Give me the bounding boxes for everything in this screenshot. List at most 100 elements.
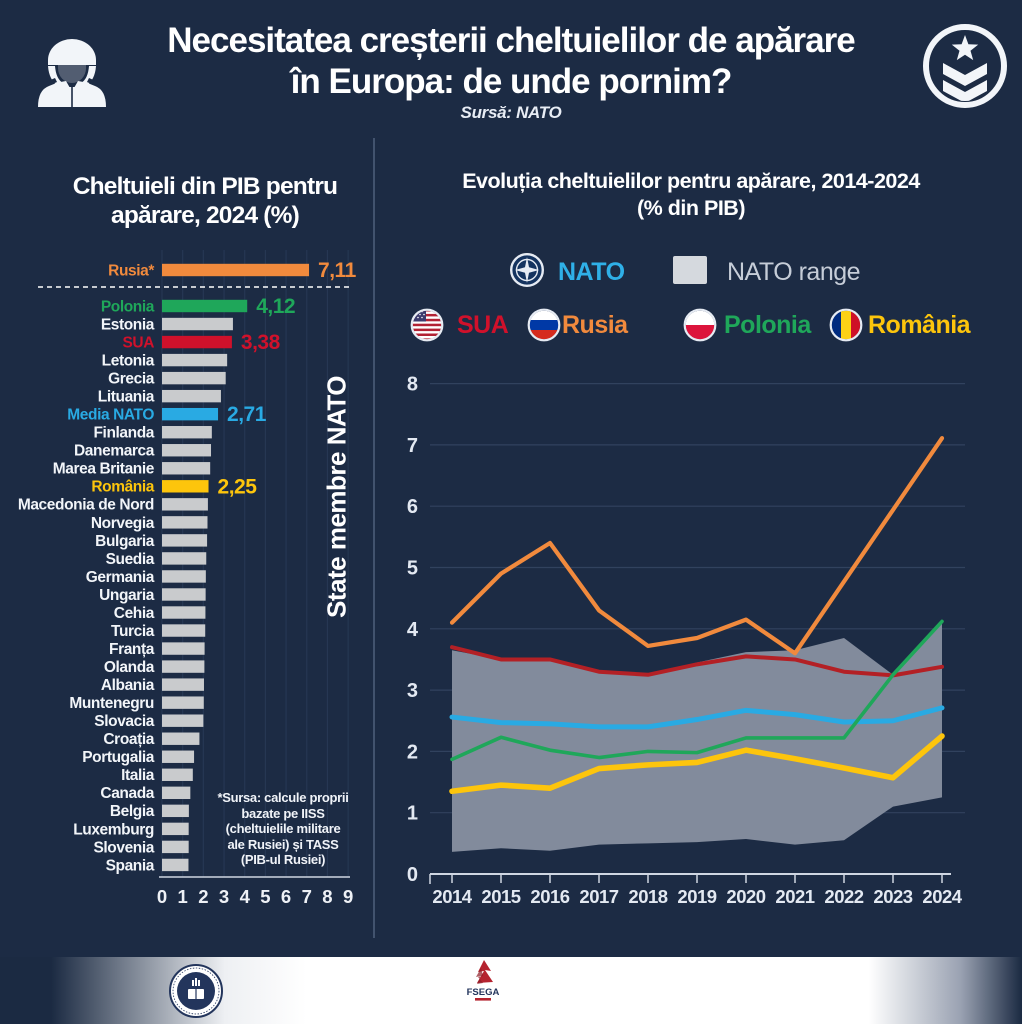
bar-value-label: 2,25 bbox=[218, 475, 258, 498]
line-x-tick-label: 2023 bbox=[873, 886, 912, 907]
bar-label: Italia bbox=[121, 767, 155, 784]
line-x-tick-label: 2024 bbox=[922, 886, 962, 907]
bar-label: Ungaria bbox=[99, 587, 155, 604]
line-y-tick-label: 6 bbox=[407, 496, 418, 518]
bar-label: Muntenegru bbox=[69, 695, 154, 712]
legend-nato-range-label: NATO range bbox=[727, 258, 861, 286]
bar-Franța bbox=[162, 642, 205, 655]
bar-Portugalia bbox=[162, 750, 195, 763]
bar-Marea Britanie bbox=[162, 462, 211, 475]
bar-Macedonia de Nord bbox=[162, 498, 208, 511]
bar-label: Portugalia bbox=[82, 749, 155, 766]
footnote-line: *Sursa: calcule proprii bbox=[217, 790, 349, 805]
bar-label: Rusia* bbox=[108, 262, 155, 279]
line-x-tick-label: 2018 bbox=[628, 886, 667, 907]
series-line-România bbox=[449, 733, 945, 795]
bar-label: Canada bbox=[100, 785, 154, 802]
legend-rusia-label: Rusia bbox=[562, 311, 628, 339]
bar-label: Olanda bbox=[104, 659, 155, 676]
bar-label: Finlanda bbox=[93, 425, 154, 442]
bar-chart-axis-label: State membre NATO bbox=[321, 376, 352, 618]
page-title-line1: Necesitatea creșterii cheltuielilor de a… bbox=[167, 21, 855, 60]
bar-Slovenia bbox=[162, 840, 189, 854]
bar-Norvegia bbox=[162, 516, 208, 529]
legend-polonia-label: Polonia bbox=[724, 311, 811, 339]
bar-label: Norvegia bbox=[91, 515, 155, 532]
line-x-tick-label: 2016 bbox=[530, 886, 569, 907]
nato-compass-icon bbox=[509, 252, 545, 288]
bar-chart-footnote: *Sursa: calcule proprii bazate pe IISS (… bbox=[210, 790, 356, 868]
university-seal-icon bbox=[169, 964, 223, 1018]
svg-text:FSEGA: FSEGA bbox=[467, 987, 500, 998]
soldier-icon bbox=[38, 39, 106, 107]
bar-label: Slovacia bbox=[94, 713, 154, 730]
bar-label: Croația bbox=[103, 731, 154, 748]
footnote-line: (PIB-ul Rusiei) bbox=[240, 852, 326, 867]
line-y-tick-label: 4 bbox=[407, 619, 419, 641]
bar-x-tick-label: 6 bbox=[281, 886, 291, 907]
series-line-SUA bbox=[450, 645, 944, 678]
bar-label: România bbox=[91, 479, 154, 496]
bar-label: Slovenia bbox=[93, 839, 154, 856]
line-chart-title-line2: (% din PIB) bbox=[637, 196, 745, 220]
line-x-tick-label: 2017 bbox=[579, 886, 618, 907]
flag-romania-icon bbox=[829, 308, 863, 342]
line-y-tick-label: 3 bbox=[407, 680, 418, 702]
bar-x-tick-label: 2 bbox=[198, 886, 208, 907]
line-x-tick-label: 2015 bbox=[481, 886, 520, 907]
line-x-tick-label: 2020 bbox=[726, 886, 765, 907]
bar-label: Marea Britanie bbox=[53, 461, 155, 478]
bar-Ungaria bbox=[162, 588, 206, 601]
bar-x-tick-label: 5 bbox=[260, 886, 270, 907]
flag-poland-icon bbox=[683, 308, 717, 342]
bar-Finlanda bbox=[162, 426, 212, 439]
bar-Polonia bbox=[162, 299, 248, 313]
bar-Grecia bbox=[162, 371, 226, 385]
fsega-emblem-icon: FSEGA bbox=[467, 960, 500, 1001]
bar-Italia bbox=[162, 768, 193, 781]
line-x-tick-label: 2014 bbox=[432, 886, 472, 907]
page-title: Necesitatea creșterii cheltuielilor de a… bbox=[120, 20, 902, 102]
line-x-tick-label: 2019 bbox=[677, 886, 716, 907]
bar-label: Albania bbox=[101, 677, 155, 694]
line-x-tick-label: 2021 bbox=[775, 886, 814, 907]
line-chart-title-line1: Evoluția cheltuielilor pentru apărare, 2… bbox=[462, 169, 920, 193]
bar-Germania bbox=[162, 570, 206, 583]
line-y-tick-label: 2 bbox=[407, 741, 418, 763]
bar-x-tick-label: 3 bbox=[219, 886, 229, 907]
footnote-line: bazate pe IISS bbox=[241, 805, 325, 821]
bar-x-tick-label: 8 bbox=[322, 886, 332, 907]
bar-Spania bbox=[162, 858, 189, 872]
bar-label: Danemarca bbox=[74, 443, 155, 460]
bar-România bbox=[162, 480, 209, 493]
bar-x-tick-label: 9 bbox=[343, 886, 353, 907]
bar-chart-title-line1: Cheltuieli din PIB pentru bbox=[72, 173, 338, 200]
bar-x-tick-label: 0 bbox=[157, 886, 167, 907]
bar-x-tick-label: 7 bbox=[302, 886, 312, 907]
bar-label: Estonia bbox=[101, 316, 155, 333]
bar-Olanda bbox=[162, 660, 205, 673]
bar-Croația bbox=[162, 732, 200, 745]
line-y-tick-label: 1 bbox=[407, 803, 418, 825]
bar-Albania bbox=[162, 678, 204, 691]
bar-label: Germania bbox=[86, 569, 155, 586]
bar-chart-title: Cheltuieli din PIB pentru apărare, 2024 … bbox=[25, 172, 385, 230]
bar-Slovacia bbox=[162, 714, 204, 727]
bar-label: Belgia bbox=[110, 803, 155, 820]
bar-Danemarca bbox=[162, 444, 212, 457]
source-note: Sursă: NATO bbox=[460, 103, 562, 122]
bar-value-label: 4,12 bbox=[256, 295, 295, 318]
bar-label: Letonia bbox=[102, 352, 155, 369]
section-divider bbox=[373, 138, 375, 938]
line-y-tick-label: 0 bbox=[407, 864, 418, 886]
bar-x-tick-label: 4 bbox=[240, 886, 251, 907]
bar-value-label: 2,71 bbox=[227, 403, 267, 426]
legend-nato-range-swatch bbox=[673, 256, 707, 284]
legend-nato-label: NATO bbox=[558, 258, 625, 286]
bar-label: Franța bbox=[109, 641, 155, 658]
nato-range-band bbox=[452, 622, 942, 852]
bar-x-tick-label: 1 bbox=[178, 886, 188, 907]
bar-label: Bulgaria bbox=[95, 533, 155, 550]
